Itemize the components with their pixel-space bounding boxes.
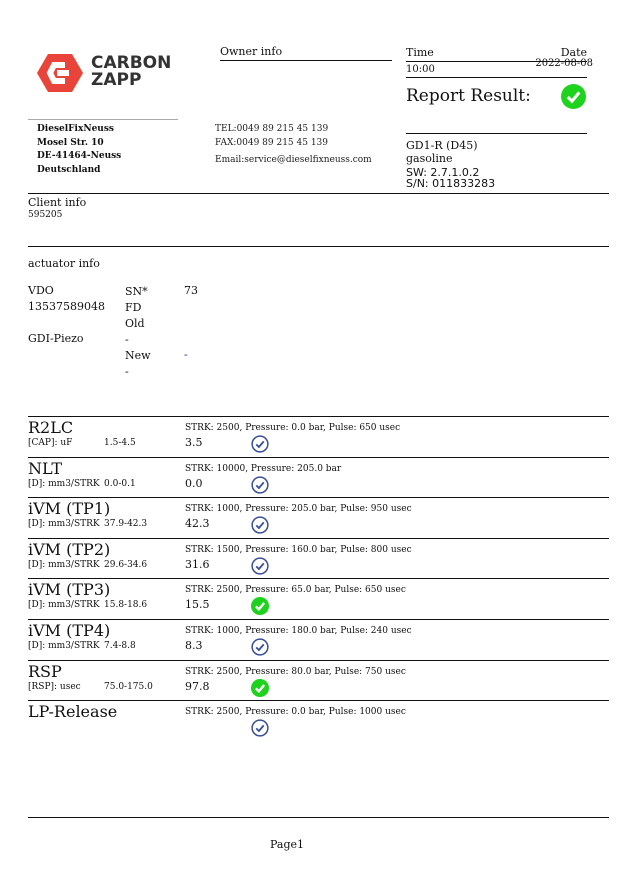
test-unit: [D]: mm3/STRK (28, 600, 100, 611)
client-id: 595205 (28, 210, 63, 220)
check-circle-outline-icon (251, 557, 269, 575)
check-circle-outline-icon (251, 475, 269, 494)
check-circle-outline-icon (251, 516, 269, 534)
device-version: SW: 2.7.1.0.2 S/N: 011833283 (406, 166, 496, 190)
actuator-new-value: - (184, 348, 188, 361)
test-value: 0.0 (185, 476, 203, 490)
actuator-type: GDI-Piezo (28, 332, 84, 345)
test-range: 7.4-8.8 (104, 641, 136, 651)
test-value: 31.6 (185, 557, 210, 571)
report-result-label: Report Result: (406, 86, 531, 106)
test-unit: [D]: mm3/STRK (28, 519, 100, 530)
test-range: 75.0-175.0 (104, 681, 153, 692)
test-name: iVM (TP1) (28, 499, 111, 519)
page-number: Page1 (270, 838, 305, 851)
test-value: 97.8 (185, 679, 210, 693)
test-name: iVM (TP4) (28, 621, 111, 640)
test-params: STRK: 2500, Pressure: 80.0 bar, Pulse: 7… (185, 666, 406, 677)
check-circle-green-icon (251, 597, 269, 616)
check-circle-green-icon (561, 84, 586, 109)
test-params: STRK: 1000, Pressure: 180.0 bar, Pulse: … (185, 626, 412, 636)
test-name: RSP (28, 661, 62, 681)
test-range: 15.8-18.6 (104, 600, 148, 611)
test-name: iVM (TP2) (28, 539, 111, 559)
test-unit: [CAP]: uF (28, 438, 73, 448)
test-params: STRK: 2500, Pressure: 0.0 bar, Pulse: 65… (185, 423, 401, 433)
actuator-maker: VDO (28, 284, 54, 297)
owner-info-heading: Owner info (220, 45, 283, 58)
test-range: 37.9-42.3 (104, 519, 148, 530)
test-range: 1.5-4.5 (104, 438, 136, 448)
test-unit: [RSP]: usec (28, 681, 81, 692)
test-range: 0.0-0.1 (104, 478, 136, 489)
time-label: Time (406, 46, 434, 59)
test-params: STRK: 2500, Pressure: 0.0 bar, Pulse: 10… (185, 707, 406, 718)
date-label: Date (560, 46, 587, 59)
actuator-info-heading: actuator info (28, 257, 100, 270)
actuator-sn: 73 (184, 284, 198, 297)
test-params: STRK: 1000, Pressure: 205.0 bar, Pulse: … (185, 504, 412, 515)
test-unit: [D]: mm3/STRK (28, 641, 100, 651)
actuator-fields: SN* FD Old - New - (125, 285, 151, 378)
test-params: STRK: 10000, Pressure: 205.0 bar (185, 463, 342, 474)
date-value: 2022-08-08 (535, 58, 593, 69)
time-value: 10:00 (406, 64, 435, 75)
test-range: 29.6-34.6 (104, 559, 148, 570)
test-unit: [D]: mm3/STRK (28, 559, 100, 570)
test-name: NLT (28, 458, 62, 478)
test-name: iVM (TP3) (28, 580, 111, 600)
test-params: STRK: 2500, Pressure: 65.0 bar, Pulse: 6… (185, 585, 406, 596)
check-circle-outline-icon (251, 638, 269, 656)
client-info-heading: Client info (28, 196, 87, 209)
actuator-part-number: 13537589048 (28, 300, 105, 313)
owner-contact: TEL:0049 89 215 45 139 FAX:0049 89 215 45… (215, 124, 372, 165)
carbonzapp-logo-icon (37, 54, 83, 92)
test-name: LP-Release (28, 702, 118, 722)
test-name: R2LC (28, 418, 74, 437)
owner-address: DieselFixNeuss Mosel Str. 10 DE-41464-Neus… (37, 124, 122, 175)
test-value: 3.5 (185, 436, 203, 449)
test-value: 15.5 (185, 598, 210, 612)
logo-text: CARBON ZAPP (91, 53, 172, 90)
test-params: STRK: 1500, Pressure: 160.0 bar, Pulse: … (185, 544, 412, 555)
check-circle-outline-icon (251, 435, 269, 453)
test-value: 42.3 (185, 517, 210, 531)
test-unit: [D]: mm3/STRK (28, 478, 100, 489)
test-value: 8.3 (185, 639, 203, 652)
device-info: GD1-R (D45) gasoline (406, 139, 478, 165)
check-circle-outline-icon (251, 719, 269, 737)
check-circle-green-icon (251, 678, 269, 697)
